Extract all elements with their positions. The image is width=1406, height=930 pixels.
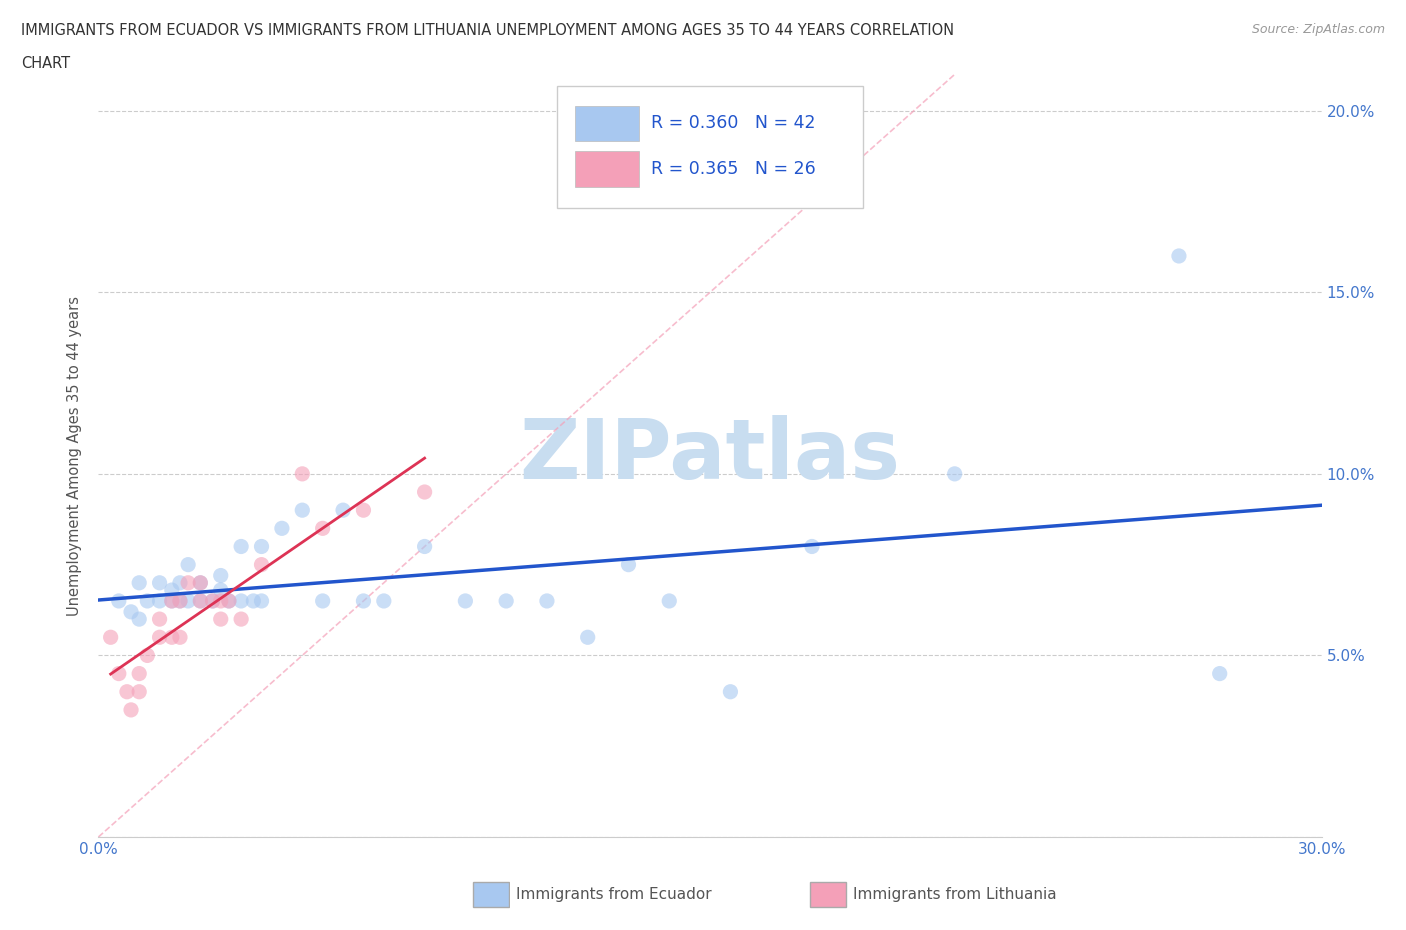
FancyBboxPatch shape	[575, 152, 640, 187]
Point	[1167, 248, 1189, 263]
Point	[209, 593, 232, 608]
Point	[536, 593, 558, 608]
Point	[201, 593, 224, 608]
Point	[149, 630, 172, 644]
Point	[209, 568, 232, 583]
Point	[115, 684, 138, 699]
FancyBboxPatch shape	[575, 106, 640, 140]
Point	[108, 666, 131, 681]
Point	[291, 467, 314, 482]
Point	[100, 630, 122, 644]
Text: Immigrants from Lithuania: Immigrants from Lithuania	[853, 887, 1057, 902]
Point	[218, 593, 240, 608]
Point	[120, 702, 142, 717]
Point	[373, 593, 395, 608]
Point	[250, 539, 273, 554]
Point	[188, 593, 212, 608]
Point	[136, 648, 159, 663]
Point	[128, 684, 150, 699]
Point	[218, 593, 240, 608]
Point	[128, 612, 150, 627]
Point	[128, 666, 150, 681]
Point	[413, 485, 436, 499]
Point	[160, 582, 183, 597]
Point	[231, 539, 253, 554]
Point	[160, 593, 183, 608]
Point	[177, 557, 200, 572]
Y-axis label: Unemployment Among Ages 35 to 44 years: Unemployment Among Ages 35 to 44 years	[67, 296, 83, 616]
Point	[188, 576, 212, 591]
Point	[169, 593, 191, 608]
Point	[1209, 666, 1232, 681]
Point	[943, 467, 966, 482]
Text: Source: ZipAtlas.com: Source: ZipAtlas.com	[1251, 23, 1385, 36]
Text: IMMIGRANTS FROM ECUADOR VS IMMIGRANTS FROM LITHUANIA UNEMPLOYMENT AMONG AGES 35 : IMMIGRANTS FROM ECUADOR VS IMMIGRANTS FR…	[21, 23, 955, 38]
Point	[160, 630, 183, 644]
Point	[250, 593, 273, 608]
Point	[177, 576, 200, 591]
Point	[149, 612, 172, 627]
Text: ZIPatlas: ZIPatlas	[520, 415, 900, 497]
Point	[801, 539, 824, 554]
Text: R = 0.360   N = 42: R = 0.360 N = 42	[651, 114, 815, 132]
Point	[312, 521, 335, 536]
Point	[128, 576, 150, 591]
Point	[352, 593, 374, 608]
Point	[209, 612, 232, 627]
Text: CHART: CHART	[21, 56, 70, 71]
FancyBboxPatch shape	[557, 86, 863, 208]
Point	[231, 612, 253, 627]
Point	[169, 593, 191, 608]
Point	[188, 593, 212, 608]
Point	[136, 593, 159, 608]
Point	[720, 684, 742, 699]
Point	[160, 593, 183, 608]
Text: Immigrants from Ecuador: Immigrants from Ecuador	[516, 887, 711, 902]
Point	[149, 593, 172, 608]
Point	[495, 593, 517, 608]
Point	[188, 576, 212, 591]
Point	[169, 576, 191, 591]
Point	[332, 503, 354, 518]
Point	[454, 593, 477, 608]
Point	[242, 593, 264, 608]
FancyBboxPatch shape	[810, 882, 846, 908]
Point	[352, 503, 374, 518]
Point	[312, 593, 335, 608]
Point	[576, 630, 599, 644]
Point	[108, 593, 131, 608]
Point	[120, 604, 142, 619]
Point	[270, 521, 294, 536]
Point	[231, 593, 253, 608]
Point	[617, 557, 640, 572]
Point	[201, 593, 224, 608]
FancyBboxPatch shape	[472, 882, 509, 908]
Point	[291, 503, 314, 518]
Point	[149, 576, 172, 591]
Point	[209, 582, 232, 597]
Point	[169, 630, 191, 644]
Point	[250, 557, 273, 572]
Text: R = 0.365   N = 26: R = 0.365 N = 26	[651, 160, 815, 178]
Point	[413, 539, 436, 554]
Point	[177, 593, 200, 608]
Point	[658, 593, 681, 608]
